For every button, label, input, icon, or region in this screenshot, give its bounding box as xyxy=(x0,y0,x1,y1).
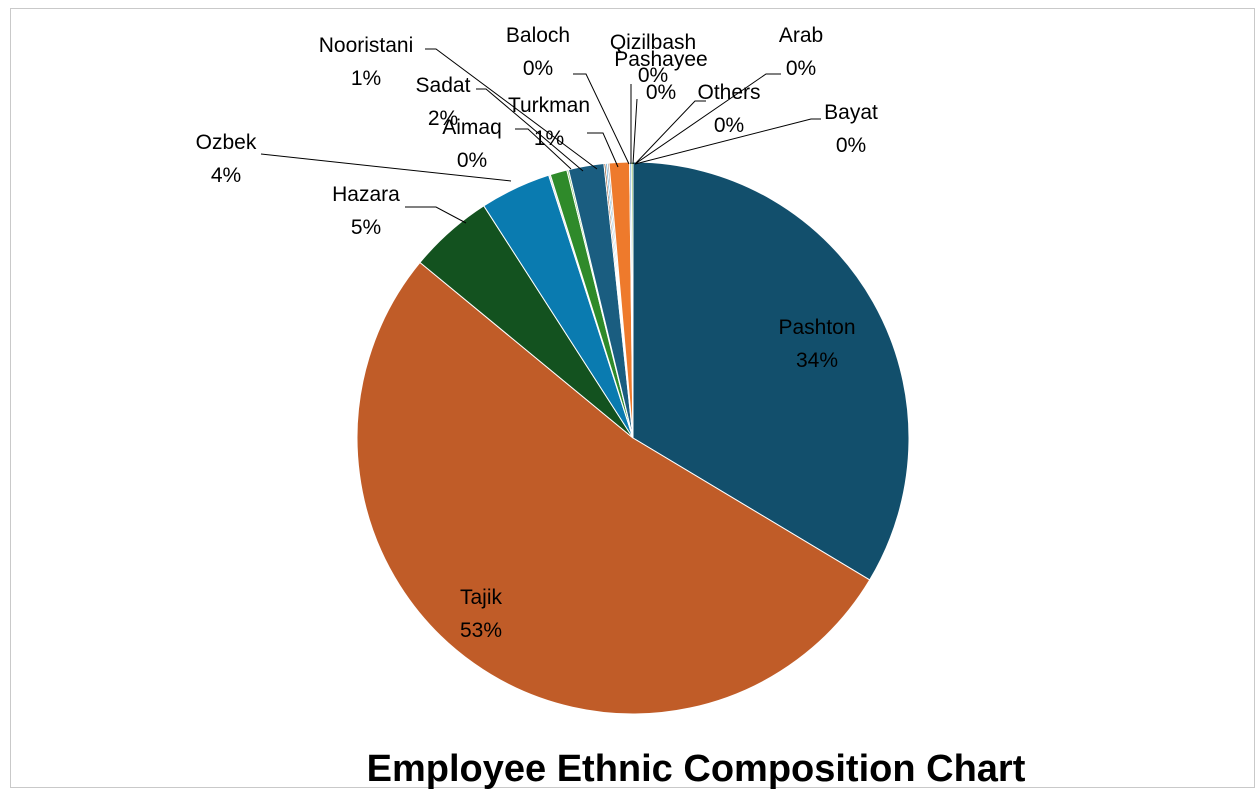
slice-label-others: Others xyxy=(697,81,760,104)
leader-line-bayat xyxy=(634,118,821,165)
leader-line-aimaq xyxy=(515,128,572,170)
leader-lines xyxy=(260,48,821,224)
slice-pashton xyxy=(632,161,910,581)
slice-label-tajik: Tajik xyxy=(460,586,503,609)
leader-line-turkman xyxy=(587,132,619,168)
slice-percent-nooristani: 1% xyxy=(351,67,381,90)
slice-percent-aimaq: 0% xyxy=(457,149,487,172)
slice-percent-tajik: 53% xyxy=(460,619,502,642)
slice-percent-pashayee: 0% xyxy=(646,81,676,104)
slice-percent-baloch: 0% xyxy=(523,57,553,80)
slice-label-turkman: Turkman xyxy=(508,94,590,117)
slice-tajik xyxy=(356,261,871,715)
chart-frame: Pashton 34% Tajik 53% Hazara 5% Ozbek 4% Aimaq 0%… xyxy=(10,8,1255,789)
slice-label-ozbek: Ozbek xyxy=(196,131,257,154)
leader-line-sadat xyxy=(476,88,584,172)
slice-percent-hazara: 5% xyxy=(351,216,381,239)
leader-line-arab xyxy=(634,73,781,165)
slice-label-pashton: Pashton xyxy=(778,316,855,339)
leader-line-baloch xyxy=(573,73,630,165)
slice-label-nooristani: Nooristani xyxy=(319,34,414,57)
slice-percent-ozbek: 4% xyxy=(211,164,241,187)
slice-percent-bayat: 0% xyxy=(836,134,866,157)
slice-label-aimaq: Aimaq xyxy=(442,116,502,139)
slice-percent-arab: 0% xyxy=(786,57,816,80)
slice-percent-qizilbash: 0% xyxy=(638,64,668,87)
slice-label-qizilbash: Qizilbash xyxy=(610,31,696,54)
leader-line-hazara xyxy=(405,206,467,224)
leader-line-ozbek xyxy=(260,153,512,182)
slice-percent-others: 0% xyxy=(714,114,744,137)
leader-line-nooristani xyxy=(425,48,598,170)
slice-label-arab: Arab xyxy=(779,24,823,47)
slice-percent-turkman: 1% xyxy=(534,127,564,150)
slice-label-baloch: Baloch xyxy=(506,24,570,47)
slice-percent-sadat: 2% xyxy=(428,107,458,130)
leader-line-others xyxy=(634,100,706,165)
slice-labels: Pashton 34% Tajik 53% Hazara 5% Ozbek 4% Aimaq 0%… xyxy=(196,24,878,642)
chart-title: Employee Ethnic Composition Chart xyxy=(367,748,1026,789)
slice-label-bayat: Bayat xyxy=(824,101,878,124)
pie-slices xyxy=(356,161,910,715)
leader-line-pashayee xyxy=(632,98,638,165)
slice-percent-pashton: 34% xyxy=(796,349,838,372)
slice-label-hazara: Hazara xyxy=(332,183,400,206)
pie-chart: Pashton 34% Tajik 53% Hazara 5% Ozbek 4% Aimaq 0%… xyxy=(196,24,1026,789)
slice-label-pashayee: Pashayee xyxy=(614,48,707,71)
slice-label-sadat: Sadat xyxy=(416,74,471,97)
